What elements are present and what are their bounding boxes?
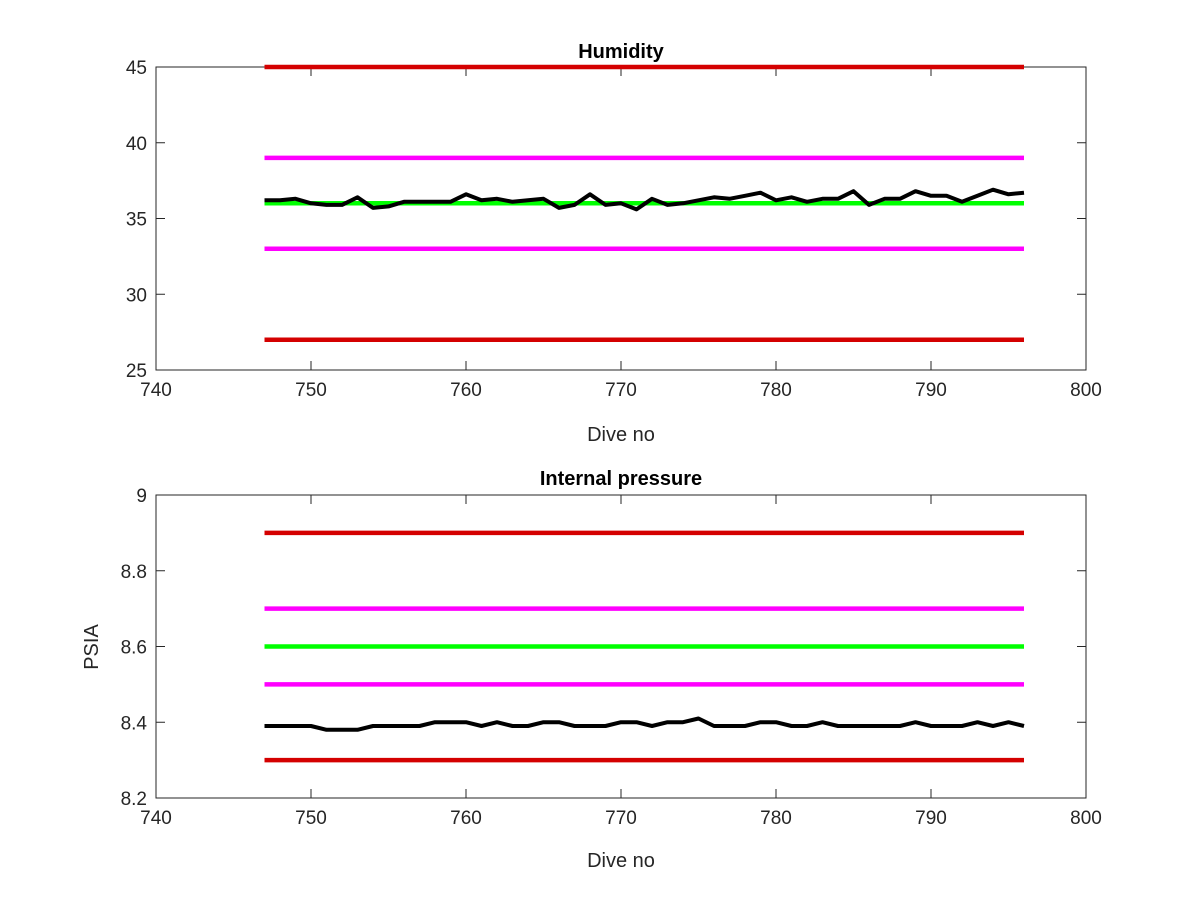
humidity-title: Humidity [578,41,664,63]
humidity-marks [264,64,1025,342]
humidity-y-tick-label: 40 [126,134,147,155]
internal-pressure-x-tick-label: 750 [295,808,327,829]
internal-pressure-x-tick-label: 760 [450,808,482,829]
internal-pressure-x-tick-label: 770 [605,808,637,829]
internal-pressure-x-tick-label: 780 [760,808,792,829]
humidity-x-tick-label: 800 [1070,380,1102,401]
internal-pressure-x-tick-label: 800 [1070,808,1102,829]
humidity-y-tick-label: 25 [126,361,147,382]
internal-pressure-x-tick-label: 740 [140,808,172,829]
humidity-x-tick-label: 770 [605,380,637,401]
humidity-x-tick-label: 790 [915,380,947,401]
internal-pressure-marks [264,530,1025,763]
humidity-y-tick-label: 30 [126,285,147,306]
internal-pressure-title: Internal pressure [540,468,702,490]
humidity-panel: 740 750 760 770 780 790 800 25 30 35 40 45 Humidity… [126,41,1102,446]
humidity-plot-area [155,66,1087,371]
internal-pressure-y-tick-label: 9 [136,486,147,507]
internal-pressure-x-axis-label: Dive no [587,850,655,872]
humidity-x-tick-label: 780 [760,380,792,401]
humidity-y-tick-label: 45 [126,58,147,79]
internal-pressure-measurement-line [264,716,1025,732]
internal-pressure-ticks: 740 750 760 770 780 790 800 8.2 8.4 8.6 8.8 9 [121,486,1102,829]
humidity-x-tick-label: 750 [295,380,327,401]
humidity-x-tick-label: 760 [450,380,482,401]
internal-pressure-y-tick-label: 8.4 [121,713,148,734]
humidity-x-axis-label: Dive no [587,424,655,446]
internal-pressure-y-axis-label: PSIA [81,624,103,670]
internal-pressure-y-tick-label: 8.8 [121,562,147,583]
humidity-x-tick-label: 740 [140,380,172,401]
internal-pressure-x-tick-label: 790 [915,808,947,829]
humidity-ticks: 740 750 760 770 780 790 800 25 30 35 40 45 [126,58,1102,401]
internal-pressure-y-tick-label: 8.6 [121,638,147,659]
internal-pressure-y-tick-label: 8.2 [121,789,147,810]
humidity-measurement-line [264,187,1025,212]
humidity-y-tick-label: 35 [126,210,147,231]
internal-pressure-panel: 740 750 760 770 780 790 800 8.2 8.4 8.6 8.8 9 Inter… [81,468,1102,872]
